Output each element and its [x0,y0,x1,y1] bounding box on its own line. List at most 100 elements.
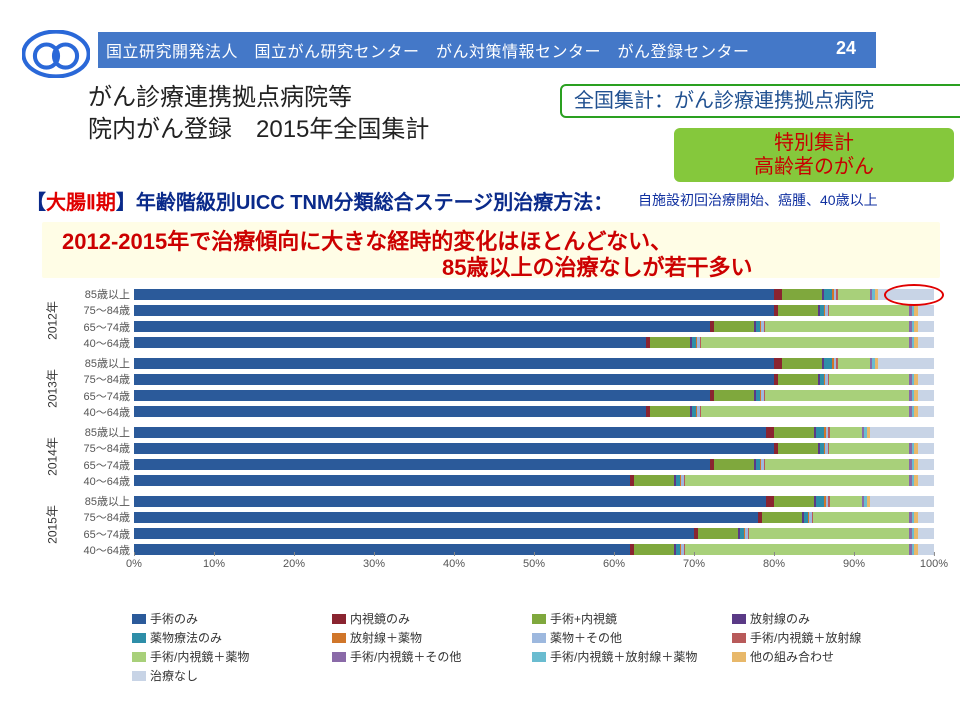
bar-segment [918,337,934,348]
bar-row: 65～74歳 [134,388,934,403]
bar-row: 40～64歳 [134,473,934,488]
special-line2: 高齢者のがん [686,155,942,179]
bar-segment [701,337,909,348]
legend-label: 内視鏡のみ [350,610,410,627]
bar-row: 75～84歳 [134,303,934,318]
stacked-bar [134,528,934,539]
bar-segment [838,289,870,300]
bar-segment [134,443,774,454]
legend-swatch [132,633,146,643]
bar-row: 40～64歳 [134,404,934,419]
bar-segment [918,459,934,470]
bar-segment [782,358,822,369]
x-tick: 10% [203,558,225,570]
x-tick: 20% [283,558,305,570]
bar-segment [634,544,674,555]
bar-segment [650,406,690,417]
legend-swatch [332,614,346,624]
legend-label: 他の組み合わせ [750,648,834,665]
bar-row: 75～84歳 [134,441,934,456]
legend-swatch [132,614,146,624]
age-label: 40～64歳 [74,473,134,489]
x-tick: 80% [763,558,785,570]
bar-segment [774,496,814,507]
bar-segment [134,475,630,486]
bar-segment [134,337,646,348]
bar-segment [134,406,646,417]
legend-label: 薬物＋その他 [550,629,622,646]
bar-segment [870,496,934,507]
bar-segment [918,406,934,417]
bar-row: 85歳以上 [134,356,934,371]
age-label: 85歳以上 [74,355,134,371]
special-summary-box: 特別集計 高齢者のがん [674,128,954,182]
age-label: 40～64歳 [74,542,134,558]
x-axis: 0%10%20%30%40%50%60%70%80%90%100% [134,558,934,586]
legend-item: 治療なし [132,667,326,684]
age-label: 75～84歳 [74,302,134,318]
stacked-bar [134,496,934,507]
bar-segment [824,289,832,300]
legend-swatch [532,652,546,662]
stacked-bar [134,289,934,300]
legend-label: 薬物療法のみ [150,629,222,646]
bar-segment [778,374,818,385]
bar-segment [824,358,832,369]
national-summary-text: 全国集計：がん診療連携拠点病院 [574,90,874,112]
page-number: 24 [836,38,856,59]
age-label: 65～74歳 [74,526,134,542]
age-label: 65～74歳 [74,319,134,335]
stacked-bar [134,427,934,438]
age-label: 65～74歳 [74,457,134,473]
bar-segment [134,305,774,316]
bar-segment [134,459,710,470]
legend-label: 手術のみ [150,610,198,627]
bar-segment [134,358,774,369]
legend-swatch [132,652,146,662]
slide: 国立研究開発法人 国立がん研究センター がん対策情報センター がん登録センター … [0,0,960,720]
section-red: 大腸Ⅱ期 [46,192,116,214]
stacked-bar [134,374,934,385]
stacked-bar [134,321,934,332]
stacked-bar [134,358,934,369]
stacked-bar [134,512,934,523]
legend-swatch [532,614,546,624]
age-label: 65～74歳 [74,388,134,404]
main-title: がん診療連携拠点病院等 院内がん登録 2015年全国集計 [88,82,429,147]
bar-segment [830,496,862,507]
bar-segment [698,528,738,539]
age-label: 75～84歳 [74,509,134,525]
bar-segment [714,321,754,332]
annotation-circle [884,284,944,306]
bar-segment [134,544,630,555]
legend-item: 手術+内視鏡 [532,610,726,627]
bar-segment [134,496,766,507]
year-label: 2015年 [44,503,61,547]
legend-label: 放射線のみ [750,610,810,627]
stacked-bar [134,305,934,316]
legend-swatch [332,633,346,643]
x-tick: 0% [126,558,142,570]
legend-item: 手術/内視鏡＋放射線＋薬物 [532,648,726,665]
bar-segment [766,496,774,507]
legend-item: 放射線のみ [732,610,926,627]
legend-swatch [732,652,746,662]
year-label: 2012年 [44,299,61,343]
legend-item: 手術/内視鏡＋放射線 [732,629,926,646]
age-label: 40～64歳 [74,404,134,420]
section-label: 【大腸Ⅱ期】年齢階級別UICC TNM分類総合ステージ別治療方法： [26,186,613,215]
bar-segment [134,374,774,385]
x-tick: 30% [363,558,385,570]
bracket-open: 【 [26,192,46,214]
bar-segment [782,289,822,300]
legend-swatch [332,652,346,662]
legend-item: 手術/内視鏡＋薬物 [132,648,326,665]
bar-segment [918,475,934,486]
legend-item: 薬物＋その他 [532,629,726,646]
year-label: 2014年 [44,435,61,479]
bar-segment [134,289,774,300]
bar-segment [714,390,754,401]
title-line2: 院内がん登録 2015年全国集計 [88,114,429,146]
bar-segment [918,512,934,523]
bar-segment [765,321,909,332]
